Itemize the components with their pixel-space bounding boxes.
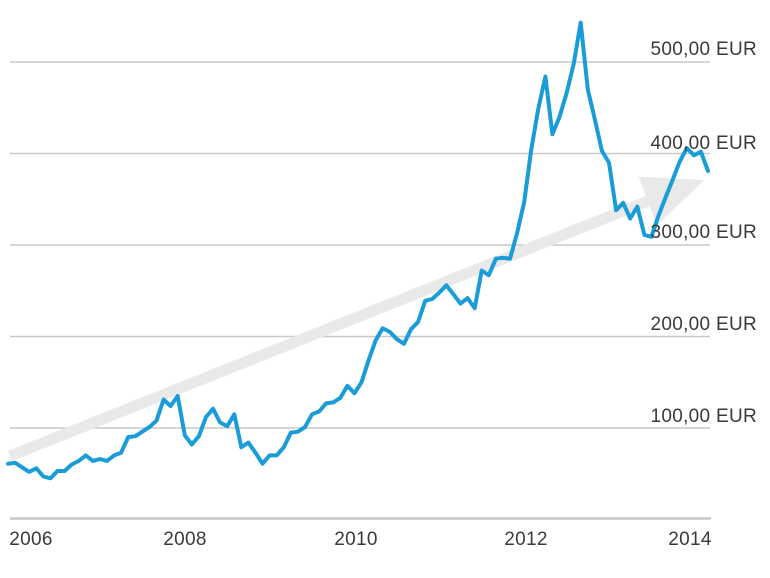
- x-axis-label-2006: 2006: [9, 529, 53, 550]
- gridlines: [10, 61, 710, 429]
- trend-arrow: [7, 176, 704, 462]
- x-axis-label-2010: 2010: [334, 529, 378, 550]
- y-axis-label-500: 500,00 EUR: [650, 39, 757, 60]
- y-axis-label-400: 400,00 EUR: [650, 133, 757, 154]
- y-axis-label-300: 300,00 EUR: [650, 222, 757, 243]
- y-axis-label-100: 100,00 EUR: [650, 406, 757, 427]
- y-axis-label-200: 200,00 EUR: [650, 314, 757, 335]
- x-axis-label-2014: 2014: [668, 529, 712, 550]
- x-axis-label-2012: 2012: [504, 529, 548, 550]
- price-line: [6, 20, 710, 481]
- x-axis-label-2008: 2008: [163, 529, 207, 550]
